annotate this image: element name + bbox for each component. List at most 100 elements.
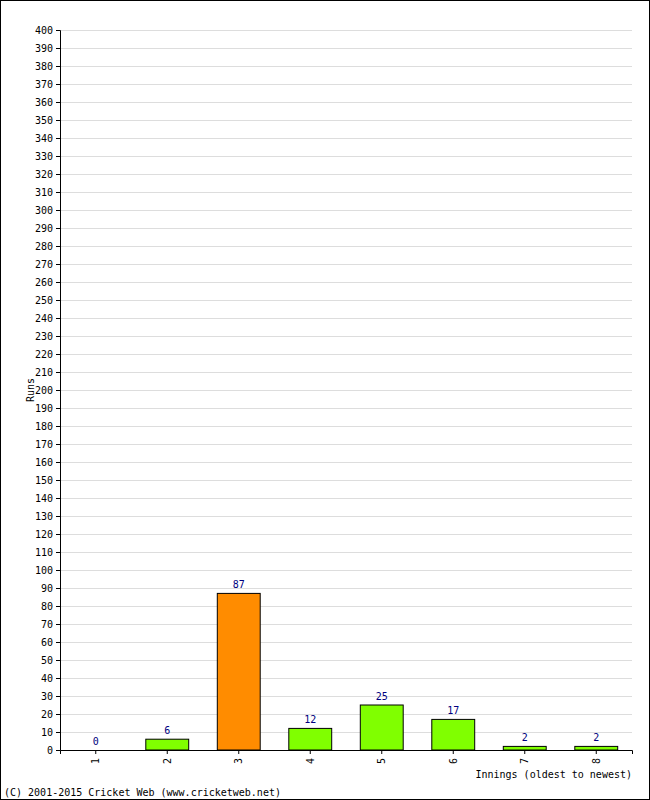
y-tick-label: 150 [35, 475, 53, 486]
y-tick-label: 40 [41, 673, 53, 684]
grid-line [60, 228, 632, 229]
grid-line [60, 210, 632, 211]
x-tick: 7 [519, 750, 530, 764]
y-tick-mark [56, 696, 60, 697]
y-tick: 160 [35, 457, 60, 468]
x-tick-mark [524, 750, 525, 754]
y-tick-mark [56, 138, 60, 139]
bar [146, 739, 189, 750]
x-tick-mark [167, 750, 168, 754]
y-tick-mark [56, 390, 60, 391]
grid-line [60, 372, 632, 373]
grid [60, 31, 632, 751]
x-tick-label: 8 [591, 758, 602, 764]
data-label: 2 [593, 732, 599, 743]
grid-line [60, 354, 632, 355]
grid-line [60, 336, 632, 337]
chart-svg: 0102030405060708090100110120130140150160… [0, 0, 650, 800]
y-tick-label: 200 [35, 385, 53, 396]
y-tick: 360 [35, 97, 60, 108]
x-tick: 4 [305, 750, 316, 764]
y-tick: 0 [47, 745, 60, 756]
grid-line [60, 660, 632, 661]
y-tick-mark [56, 570, 60, 571]
y-tick-label: 120 [35, 529, 53, 540]
y-tick-label: 0 [47, 745, 53, 756]
y-tick: 60 [41, 637, 60, 648]
y-tick-mark [56, 534, 60, 535]
y-tick-label: 260 [35, 277, 53, 288]
data-label: 2 [522, 732, 528, 743]
y-tick-label: 390 [35, 43, 53, 54]
y-tick-label: 10 [41, 727, 53, 738]
y-tick-label: 270 [35, 259, 53, 270]
x-tick-label: 6 [448, 758, 459, 764]
y-tick-label: 80 [41, 601, 53, 612]
y-tick: 140 [35, 493, 60, 504]
y-tick: 110 [35, 547, 60, 558]
y-tick: 260 [35, 277, 60, 288]
y-tick-mark [56, 444, 60, 445]
y-tick: 180 [35, 421, 60, 432]
y-tick-label: 220 [35, 349, 53, 360]
y-tick-mark [56, 624, 60, 625]
y-tick-mark [56, 588, 60, 589]
y-tick-mark [56, 156, 60, 157]
y-tick-label: 230 [35, 331, 53, 342]
grid-line [60, 642, 632, 643]
y-tick: 190 [35, 403, 60, 414]
y-tick: 210 [35, 367, 60, 378]
grid-line [60, 66, 632, 67]
y-tick-label: 60 [41, 637, 53, 648]
y-tick-mark [56, 660, 60, 661]
y-axis: 0102030405060708090100110120130140150160… [35, 25, 61, 756]
y-tick-label: 310 [35, 187, 53, 198]
y-tick-mark [56, 228, 60, 229]
plot: 0102030405060708090100110120130140150160… [35, 25, 633, 764]
y-tick-label: 380 [35, 61, 53, 72]
y-tick-label: 240 [35, 313, 53, 324]
y-tick-label: 100 [35, 565, 53, 576]
y-tick-mark [56, 264, 60, 265]
y-tick-mark [56, 48, 60, 49]
y-tick: 370 [35, 79, 60, 90]
y-tick-label: 70 [41, 619, 53, 630]
y-tick-mark [56, 498, 60, 499]
y-tick: 230 [35, 331, 60, 342]
y-tick: 120 [35, 529, 60, 540]
y-tick-label: 110 [35, 547, 53, 558]
y-tick-label: 160 [35, 457, 53, 468]
y-tick-label: 400 [35, 25, 53, 36]
y-tick-label: 250 [35, 295, 53, 306]
y-tick: 300 [35, 205, 60, 216]
x-axis: 12345678 [61, 750, 633, 764]
bar [432, 719, 475, 750]
y-tick: 130 [35, 511, 60, 522]
y-tick-mark [56, 120, 60, 121]
x-tick-mark [310, 750, 311, 754]
y-tick-mark [56, 210, 60, 211]
y-tick-mark [56, 714, 60, 715]
y-tick-mark [56, 246, 60, 247]
y-tick-label: 50 [41, 655, 53, 666]
data-label: 87 [233, 579, 245, 590]
grid-line [60, 174, 632, 175]
bar [289, 728, 332, 750]
grid-line [60, 732, 632, 733]
grid-line [60, 138, 632, 139]
data-label: 17 [447, 705, 459, 716]
y-tick-label: 90 [41, 583, 53, 594]
bar [575, 746, 618, 750]
x-tick-label: 3 [233, 758, 244, 764]
data-label: 0 [93, 736, 99, 747]
y-tick-mark [56, 426, 60, 427]
grid-line [60, 30, 632, 31]
x-tick-mark [453, 750, 454, 754]
data-label: 12 [304, 714, 316, 725]
grid-line [60, 480, 632, 481]
y-tick-label: 320 [35, 169, 53, 180]
y-tick-label: 140 [35, 493, 53, 504]
y-tick: 220 [35, 349, 60, 360]
y-tick-mark [56, 678, 60, 679]
grid-line [60, 462, 632, 463]
